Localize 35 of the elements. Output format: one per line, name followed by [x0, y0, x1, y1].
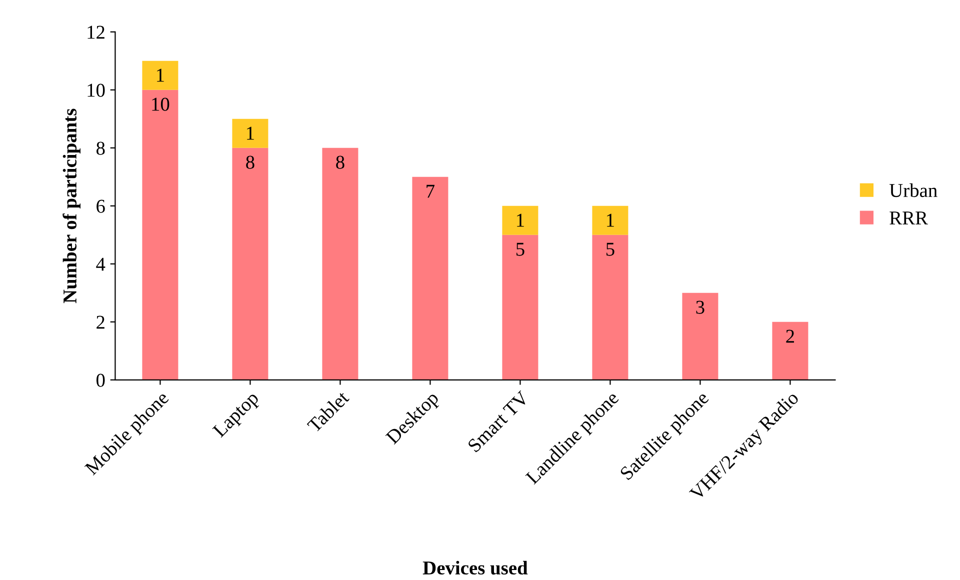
- bar: [502, 206, 538, 235]
- data-label: 1: [247, 126, 254, 140]
- bar: [412, 176, 448, 380]
- y-tick-label: 10: [88, 84, 105, 97]
- data-label: 10: [152, 98, 170, 111]
- bar: [592, 206, 628, 235]
- legend-label: Urban: [889, 183, 938, 198]
- data-label: 1: [517, 214, 524, 227]
- data-label: 1: [157, 68, 164, 82]
- data-label: 7: [426, 184, 434, 198]
- legend-label: RRR: [890, 212, 928, 224]
- bar: [232, 148, 268, 380]
- y-tick-label: 12: [88, 26, 104, 39]
- data-label: 5: [606, 242, 614, 256]
- data-label: 3: [696, 300, 704, 314]
- x-axis-title: Devices used: [422, 560, 528, 575]
- bar: [592, 234, 628, 380]
- y-tick-label: 2: [96, 316, 104, 329]
- y-tick-label: 8: [96, 142, 105, 155]
- bar: [142, 90, 178, 380]
- data-label: 8: [336, 156, 344, 169]
- bar: [142, 60, 178, 90]
- y-tick-label: 0: [96, 374, 105, 387]
- data-label: 5: [516, 242, 524, 256]
- data-label: 8: [246, 156, 254, 169]
- bar: [772, 322, 808, 380]
- y-tick-label: 4: [96, 258, 106, 271]
- bar: [502, 234, 538, 380]
- y-tick-label: 6: [96, 200, 105, 213]
- bar: [322, 148, 358, 380]
- data-label: 2: [786, 330, 794, 343]
- data-label: 1: [607, 214, 614, 227]
- bar: [232, 118, 268, 148]
- bar: [682, 292, 718, 380]
- y-axis-title: Number of participants: [62, 108, 80, 304]
